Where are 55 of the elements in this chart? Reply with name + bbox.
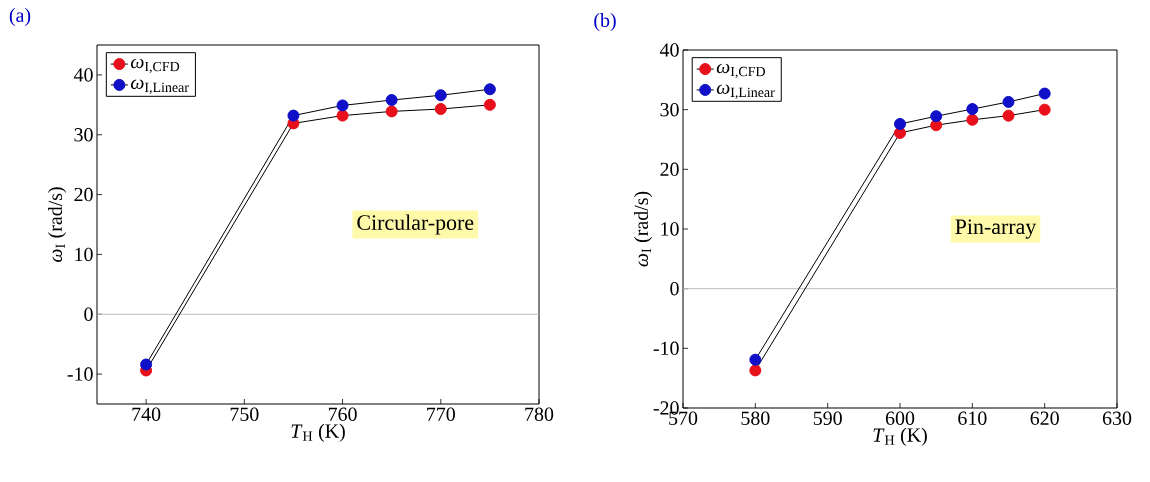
point — [1002, 109, 1015, 122]
x-tick-label: 610 — [958, 411, 987, 425]
legend-label: ω$_{I,Linear}$ — [716, 84, 775, 100]
y-tick-label: -10 — [67, 367, 93, 381]
y-tick-label: 0 — [670, 281, 679, 296]
y-tick-label: 0 — [84, 307, 93, 321]
y-axis-title: ω$_{I}$ (rad/s) — [48, 187, 67, 262]
legend-label: ω$_{I,Linear}$ — [130, 79, 189, 95]
point — [385, 105, 398, 118]
x-tick-label: 600 — [885, 411, 915, 425]
annotation: Pin-array — [955, 219, 1037, 239]
x-tick-label: 580 — [741, 411, 770, 425]
point — [434, 89, 447, 102]
point — [894, 117, 907, 130]
x-axis-title: T$_{H}$ (K) — [873, 427, 927, 446]
legend-label: ω$_{I,CFD}$ — [716, 63, 765, 79]
x-tick-label: 770 — [427, 407, 455, 421]
point — [336, 109, 349, 122]
point — [1038, 103, 1051, 116]
point — [483, 83, 496, 96]
x-axis-title: T$_{H}$ (K) — [291, 423, 345, 442]
y-tick-label: 20 — [660, 162, 679, 177]
x-tick-label: 780 — [525, 407, 554, 421]
chart-title: (a) — [9, 7, 31, 27]
chart-title: (b) — [594, 12, 616, 32]
y-axis-title: ω$_{I}$ (rad/s) — [634, 191, 653, 267]
point — [1038, 87, 1051, 100]
x-tick-label: 760 — [328, 407, 357, 421]
x-tick-label: 740 — [132, 407, 161, 421]
x-tick-label: 590 — [813, 411, 842, 425]
point — [749, 364, 762, 377]
point — [336, 99, 349, 112]
point — [434, 103, 447, 116]
point — [385, 94, 398, 107]
y-tick-label: 30 — [74, 128, 93, 142]
y-tick-label: 40 — [73, 68, 93, 82]
y-tick-label: 30 — [660, 102, 679, 117]
point — [483, 98, 496, 111]
point — [749, 353, 762, 366]
annotation: Circular-pore — [357, 214, 474, 235]
x-tick-label: 620 — [1030, 411, 1059, 425]
point — [140, 358, 153, 371]
point — [966, 113, 979, 126]
legend-label: ω$_{I,CFD}$ — [130, 58, 180, 74]
y-tick-label: 20 — [74, 187, 93, 202]
point — [1002, 95, 1015, 108]
point — [287, 109, 300, 122]
x-tick-label: 750 — [230, 407, 259, 421]
point — [930, 110, 943, 123]
y-tick-label: 10 — [75, 247, 93, 262]
y-tick-label: 10 — [661, 222, 679, 236]
y-tick-label: -10 — [653, 341, 679, 356]
point — [966, 103, 979, 116]
y-tick-label: 40 — [659, 43, 679, 57]
x-tick-label: 630 — [1102, 411, 1132, 425]
